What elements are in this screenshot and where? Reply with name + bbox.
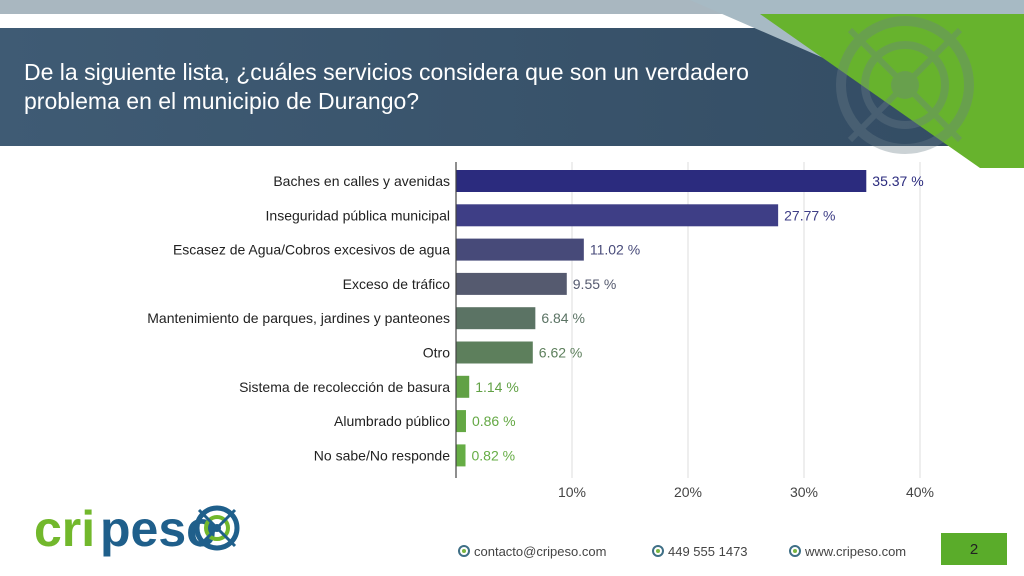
- category-label: Baches en calles y avenidas: [273, 173, 450, 189]
- bar: [456, 272, 567, 295]
- bar: [456, 238, 584, 261]
- web-icon: [789, 545, 801, 557]
- category-label: Otro: [423, 345, 450, 361]
- data-label: 0.82 %: [472, 447, 516, 463]
- category-label: Mantenimiento de parques, jardines y pan…: [147, 310, 450, 326]
- category-label: Exceso de tráfico: [343, 276, 451, 292]
- category-label: No sabe/No responde: [314, 447, 450, 463]
- bar: [456, 375, 470, 398]
- chart-x-ticks: 10% 20% 30% 40%: [558, 484, 934, 500]
- email-icon: [458, 545, 470, 557]
- cripeso-logo: cri peso: [34, 501, 240, 557]
- bar: [456, 410, 466, 433]
- phone-icon: [652, 545, 664, 557]
- x-tick-label: 20%: [674, 484, 702, 500]
- bar: [456, 444, 466, 467]
- category-label: Inseguridad pública municipal: [266, 207, 450, 223]
- category-label: Sistema de recolección de basura: [239, 379, 450, 395]
- decor-green-triangle: [760, 14, 1024, 168]
- data-label: 6.84 %: [541, 310, 585, 326]
- chart-data-labels: 35.37 % 27.77 % 11.02 % 9.55 % 6.84 % 6.62 % 1…: [472, 173, 924, 463]
- category-label: Escasez de Agua/Cobros excesivos de agua: [173, 242, 450, 258]
- footer-email[interactable]: contacto@cripeso.com: [458, 542, 606, 560]
- footer-email-text: contacto@cripeso.com: [474, 543, 607, 559]
- data-label: 1.14 %: [475, 379, 519, 395]
- data-label: 6.62 %: [539, 345, 583, 361]
- page-number-text: 2: [969, 540, 979, 558]
- data-label: 35.37 %: [872, 173, 923, 189]
- footer-phone-text: 449 555 1473: [668, 543, 748, 559]
- data-label: 27.77 %: [784, 207, 835, 223]
- bar: [456, 204, 779, 227]
- target-watermark-icon: [836, 16, 974, 154]
- header-decoration: [690, 0, 1024, 168]
- footer-website[interactable]: www.cripeso.com: [789, 542, 906, 560]
- data-label: 0.86 %: [472, 413, 516, 429]
- chart-bars: [456, 170, 867, 467]
- slide-title: De la siguiente lista, ¿cuáles servicios…: [24, 59, 749, 114]
- x-tick-label: 30%: [790, 484, 818, 500]
- category-label: Alumbrado público: [334, 413, 450, 429]
- chart-category-labels: Baches en calles y avenidas Inseguridad p…: [147, 173, 450, 463]
- data-label: 9.55 %: [573, 276, 617, 292]
- data-label: 11.02 %: [590, 242, 640, 258]
- logo-text-green: cri: [34, 501, 95, 557]
- x-tick-label: 10%: [558, 484, 586, 500]
- target-crosshair-icon: [194, 505, 240, 551]
- page-number: 2: [941, 533, 1007, 565]
- bar: [456, 341, 533, 364]
- x-tick-label: 40%: [906, 484, 934, 500]
- footer-phone[interactable]: 449 555 1473: [652, 542, 748, 560]
- bar: [456, 307, 536, 330]
- bar: [456, 170, 867, 192]
- footer-website-text: www.cripeso.com: [805, 543, 907, 559]
